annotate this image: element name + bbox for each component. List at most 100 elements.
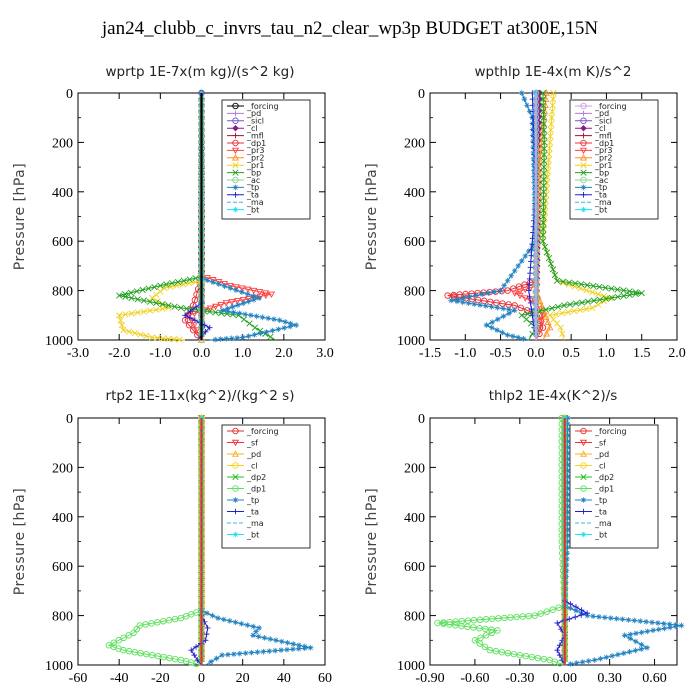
series-marker_tp xyxy=(250,632,256,639)
series-marker_tp xyxy=(615,651,621,658)
series-marker_tp xyxy=(649,619,655,626)
series-marker_pr3 xyxy=(521,295,529,302)
legend-label: _ta xyxy=(246,507,259,516)
chart-panel-3: rtp2 1E-11x(kg^2)/(kg^2 s) -60 -40 -20 0 20 40… xyxy=(12,388,332,686)
x-tick-label: 0.60 xyxy=(642,671,667,686)
series-marker_tp xyxy=(209,612,216,619)
series-marker_tp xyxy=(633,630,639,637)
series-marker_tp xyxy=(637,618,644,624)
series-marker_tp xyxy=(564,450,571,457)
series-marker_pr1 xyxy=(116,312,123,319)
series-marker_tp xyxy=(564,415,571,421)
legend-marker xyxy=(232,531,239,538)
series-marker_tp xyxy=(282,319,289,325)
series-marker_tp xyxy=(236,650,243,657)
series-marker_dp1 xyxy=(492,647,500,655)
series-marker_tp xyxy=(500,305,506,312)
series-marker_ta xyxy=(203,631,210,637)
series-marker_dp1 xyxy=(482,616,490,623)
series-marker_tp xyxy=(471,301,478,307)
series-marker_tp xyxy=(494,304,501,311)
legend-label: _pr3 xyxy=(246,146,264,155)
series-marker_bp xyxy=(539,238,547,245)
series-marker_pr1 xyxy=(173,282,180,289)
series-marker_dp1 xyxy=(517,304,525,312)
series-marker_tp xyxy=(522,253,529,259)
series-marker_pr1 xyxy=(153,306,160,313)
series-marker_bp xyxy=(539,89,547,97)
legend-label: _mfl xyxy=(246,131,264,140)
legend-label: _bt xyxy=(594,530,607,539)
y-tick-label: 800 xyxy=(52,285,73,300)
series-marker_ta xyxy=(573,604,579,610)
series-marker_pr3 xyxy=(215,279,223,286)
y-tick-label: 600 xyxy=(404,235,425,250)
series-marker_tp xyxy=(278,638,285,645)
series-marker_dp1 xyxy=(543,608,551,615)
series-marker_dp1 xyxy=(525,612,532,620)
x-tick-label: 0.5 xyxy=(562,346,580,361)
legend-label: _bp xyxy=(246,168,261,177)
series-marker_pr3 xyxy=(250,287,258,295)
y-tick-label: 400 xyxy=(52,186,73,201)
series-marker_tp xyxy=(526,108,533,115)
series-marker_pr1 xyxy=(131,329,138,337)
series-marker_bp xyxy=(168,280,176,287)
series-marker_dp1 xyxy=(434,619,441,627)
legend-marker xyxy=(232,485,239,492)
series-marker_bp xyxy=(240,316,248,323)
series-marker_tp xyxy=(511,307,518,314)
series-marker_pr1 xyxy=(140,308,147,315)
legend-label: _cl xyxy=(594,461,606,470)
series-marker_tp xyxy=(466,293,473,300)
series-marker_tp xyxy=(256,295,262,301)
series-marker_tp xyxy=(225,651,231,658)
series-marker_tp xyxy=(564,532,571,539)
series-marker_tp xyxy=(564,421,571,427)
series-marker_pr2 xyxy=(537,144,545,152)
legend-label: _bp xyxy=(594,168,609,177)
series-marker_pr1 xyxy=(170,336,178,343)
series-marker_tp xyxy=(529,126,536,133)
panel-title: rtp2 1E-11x(kg^2)/(kg^2 s) xyxy=(106,388,295,404)
legend-marker xyxy=(580,139,587,147)
series-marker_bp xyxy=(545,255,553,262)
series-marker_tp xyxy=(631,617,638,624)
series-marker_tp xyxy=(251,296,257,303)
y-tick-label: 400 xyxy=(52,511,73,526)
series-marker_tp xyxy=(567,661,574,667)
series-marker_ta xyxy=(194,657,201,663)
series-marker_tp xyxy=(644,644,650,651)
y-tick-label: 200 xyxy=(404,136,425,151)
series-marker_tp xyxy=(564,426,571,433)
series-marker_tp xyxy=(295,645,302,652)
series-marker_ta xyxy=(528,258,534,265)
legend-marker xyxy=(580,110,587,117)
series-marker_ta xyxy=(529,241,535,247)
series-marker_dp1 xyxy=(528,653,536,661)
series-marker_pr2 xyxy=(197,336,206,343)
series-marker_tp xyxy=(489,319,495,326)
series-marker_tp xyxy=(287,323,294,330)
legend-label: _dp1 xyxy=(594,484,614,493)
legend-marker xyxy=(232,192,239,198)
series-marker_tp xyxy=(530,161,537,168)
series-marker_pr1 xyxy=(564,309,572,316)
series-marker_pr3 xyxy=(526,297,535,305)
series-marker_pr1 xyxy=(134,309,141,316)
series-marker_ta xyxy=(527,300,534,306)
series-marker_dp1 xyxy=(458,622,465,630)
series-marker_ta xyxy=(526,293,533,300)
series-marker_tp xyxy=(564,468,571,474)
series-marker_bp xyxy=(540,170,548,177)
series-marker_tp xyxy=(506,310,512,317)
series-marker_bp xyxy=(590,297,598,304)
series-marker_dp1 xyxy=(487,298,494,306)
x-tick-label: 3.0 xyxy=(316,346,334,361)
series-marker_tp xyxy=(244,622,251,628)
legend-label: _pd xyxy=(246,450,261,459)
series-marker_tp xyxy=(678,622,685,629)
series-marker_tp xyxy=(521,96,528,102)
series-marker_tp xyxy=(204,610,210,616)
series-marker_tp xyxy=(307,644,314,651)
